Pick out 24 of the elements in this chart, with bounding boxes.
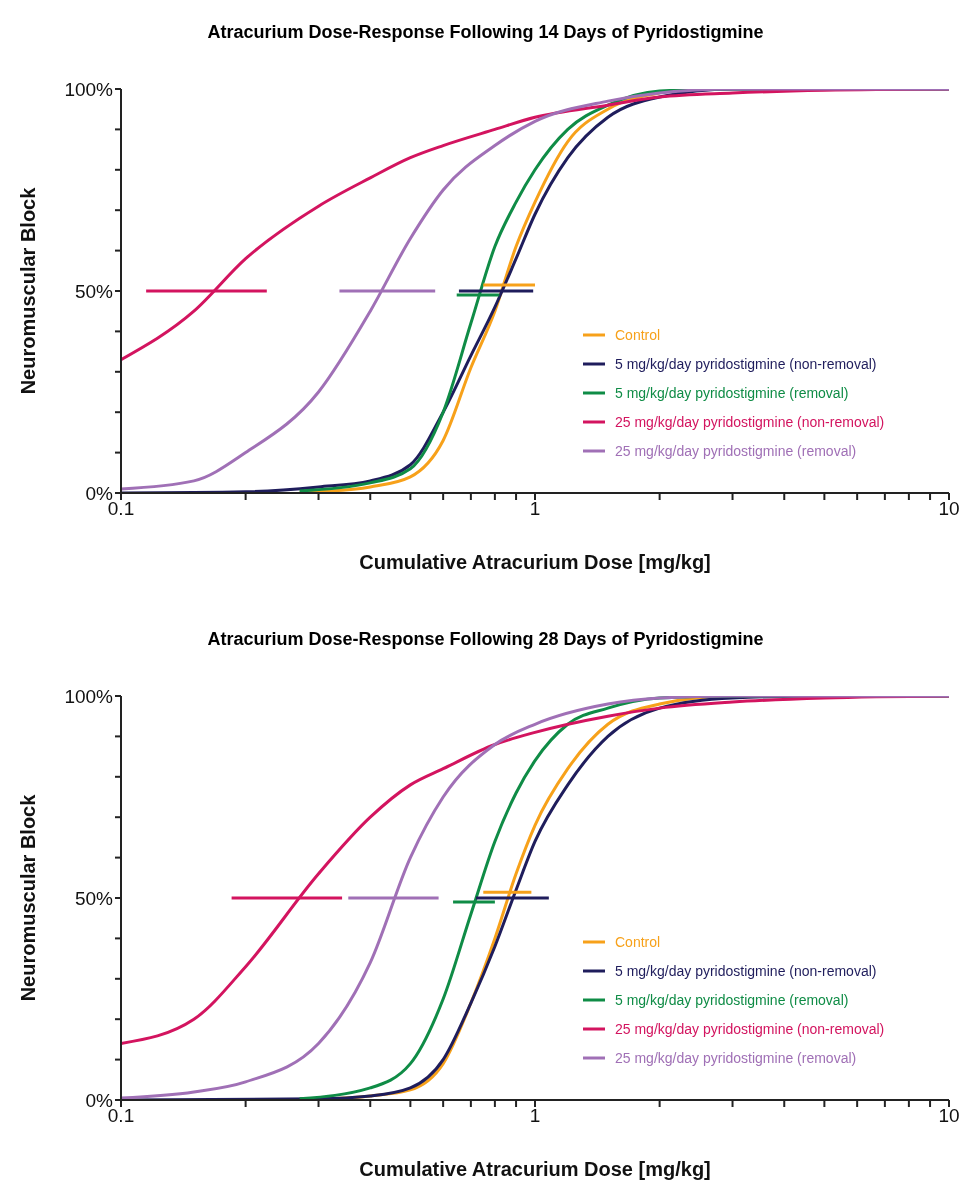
legend-label: 25 mg/kg/day pyridostigmine (removal) [615, 442, 857, 459]
legend-label: 25 mg/kg/day pyridostigmine (non-removal) [615, 413, 885, 430]
legend-label: 25 mg/kg/day pyridostigmine (non-removal) [615, 1020, 885, 1037]
legend-label: 5 mg/kg/day pyridostigmine (removal) [615, 384, 849, 401]
y-axis-title: Neuromuscular Block [17, 186, 40, 395]
legend-label: Control [615, 326, 661, 343]
x-tick-label: 10 [938, 498, 960, 520]
x-axis-title: Cumulative Atracurium Dose [mg/kg] [359, 1158, 711, 1181]
y-tick-label: 50% [74, 887, 114, 909]
legend-label: 5 mg/kg/day pyridostigmine (non-removal) [615, 355, 877, 372]
x-tick-label: 10 [938, 1105, 960, 1127]
chart-title: Atracurium Dose-Response Following 28 Days of Pyridostigmine [206, 628, 765, 651]
y-tick-label: 50% [74, 280, 114, 302]
legend-label: 25 mg/kg/day pyridostigmine (removal) [615, 1049, 857, 1066]
y-axis-title: Neuromuscular Block [17, 793, 40, 1002]
y-tick-label: 100% [64, 78, 114, 100]
chart-title: Atracurium Dose-Response Following 14 Days of Pyridostigmine [206, 21, 765, 44]
legend-label: Control [615, 933, 661, 950]
x-tick-label: 1 [529, 498, 541, 520]
legend-label: 5 mg/kg/day pyridostigmine (non-removal) [615, 962, 877, 979]
x-tick-label: 1 [529, 1105, 541, 1127]
x-axis-title: Cumulative Atracurium Dose [mg/kg] [359, 551, 711, 574]
y-tick-label: 100% [64, 685, 114, 707]
legend-label: 5 mg/kg/day pyridostigmine (removal) [615, 991, 849, 1008]
